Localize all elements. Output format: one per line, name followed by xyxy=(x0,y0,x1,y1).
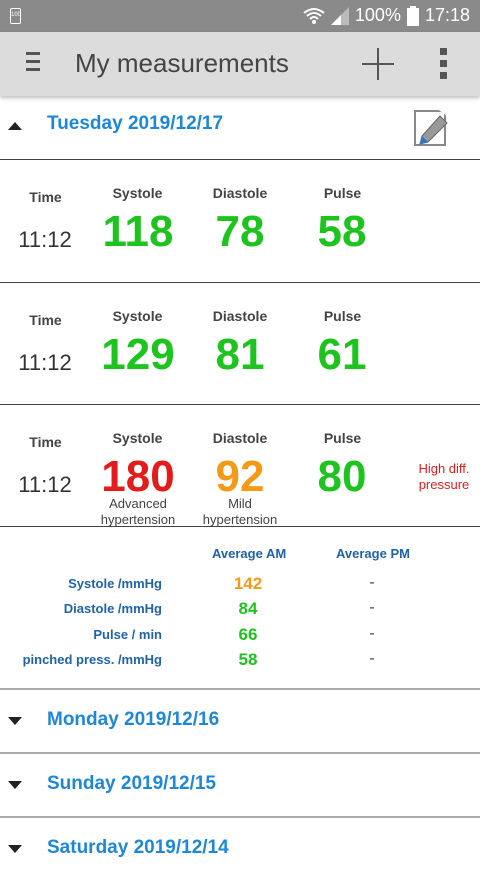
averages-table: Average AM Average PM Systole /mmHg 142 … xyxy=(0,528,480,688)
divider xyxy=(0,688,480,690)
measurement-row[interactable]: Time Systole Diastole Pulse 11:12 180 92… xyxy=(0,406,480,528)
average-row-label: Systole /mmHg xyxy=(68,576,162,591)
day-header-collapsed[interactable]: Monday 2019/12/16 xyxy=(0,689,480,751)
diastole-value: 78 xyxy=(215,207,265,256)
average-row-label: Diastole /mmHg xyxy=(63,601,162,616)
status-time: 17:18 xyxy=(424,5,470,25)
wifi-icon xyxy=(303,7,325,24)
expand-chevron-icon[interactable] xyxy=(8,717,22,725)
average-am-header: Average AM xyxy=(212,546,287,561)
average-am-value: 142 xyxy=(233,574,263,593)
app-bar: My measurements xyxy=(0,32,480,96)
time-value: 11:12 xyxy=(18,227,72,252)
measurement-row[interactable]: Time Systole Diastole Pulse 11:12 129 81… xyxy=(0,284,480,406)
day-label: Sunday 2019/12/15 xyxy=(47,773,216,794)
systole-classification: Advanced hypertension xyxy=(100,496,176,527)
time-label: Time xyxy=(29,434,62,450)
diastole-classification: Mild hypertension xyxy=(202,496,278,527)
page-title: My measurements xyxy=(75,48,289,78)
day-label: Saturday 2019/12/14 xyxy=(47,837,229,858)
average-pm-header: Average PM xyxy=(336,546,410,561)
more-options-icon[interactable] xyxy=(440,48,448,82)
pulse-value: 80 xyxy=(317,452,367,501)
divider xyxy=(0,752,480,754)
day-header-collapsed[interactable]: Saturday 2019/12/14 xyxy=(0,817,480,879)
diastole-value: 92 xyxy=(215,452,265,501)
systole-value: 118 xyxy=(102,207,174,256)
edit-icon[interactable] xyxy=(414,108,450,146)
diastole-label: Diastole xyxy=(212,185,268,201)
systole-label: Systole xyxy=(112,185,163,201)
divider xyxy=(0,526,480,527)
battery-small-icon: 100 xyxy=(10,8,21,24)
divider xyxy=(0,159,480,160)
signal-icon xyxy=(330,6,349,25)
average-pm-value: - xyxy=(369,574,375,591)
add-measurement-button[interactable] xyxy=(360,46,396,82)
expand-chevron-icon[interactable] xyxy=(8,845,22,853)
warning-note: High diff. pressure xyxy=(418,461,470,492)
day-header-collapsed[interactable]: Sunday 2019/12/15 xyxy=(0,753,480,815)
pulse-label: Pulse xyxy=(323,308,362,324)
diastole-value: 81 xyxy=(215,330,265,379)
collapse-chevron-icon[interactable] xyxy=(8,122,22,130)
average-pm-value: - xyxy=(369,599,375,616)
pulse-label: Pulse xyxy=(323,185,362,201)
day-header-expanded[interactable]: Tuesday 2019/12/17 xyxy=(0,96,480,158)
average-am-value: 58 xyxy=(238,650,258,669)
divider xyxy=(0,816,480,818)
time-label: Time xyxy=(29,189,62,205)
pulse-value: 61 xyxy=(317,330,367,379)
battery-percent: 100% xyxy=(354,5,401,25)
measurement-row[interactable]: Time Systole Diastole Pulse 11:12 118 78… xyxy=(0,161,480,283)
battery-icon xyxy=(406,5,419,26)
average-am-value: 84 xyxy=(238,599,258,618)
day-label: Tuesday 2019/12/17 xyxy=(47,113,224,134)
day-label: Monday 2019/12/16 xyxy=(47,709,220,730)
average-pm-value: - xyxy=(369,650,375,667)
time-label: Time xyxy=(29,312,62,328)
systole-label: Systole xyxy=(112,430,163,446)
status-bar: 100 100% 17:18 xyxy=(0,0,480,32)
time-value: 11:12 xyxy=(18,472,72,497)
systole-value: 129 xyxy=(101,330,175,379)
pulse-label: Pulse xyxy=(323,430,362,446)
pulse-value: 58 xyxy=(317,207,367,256)
systole-label: Systole xyxy=(112,308,163,324)
divider xyxy=(0,282,480,283)
systole-value: 180 xyxy=(101,452,175,501)
time-value: 11:12 xyxy=(18,350,72,375)
average-pm-value: - xyxy=(369,625,375,642)
average-row-label: Pulse / min xyxy=(93,627,162,642)
menu-icon[interactable] xyxy=(26,52,40,76)
average-am-value: 66 xyxy=(238,625,258,644)
diastole-label: Diastole xyxy=(212,308,268,324)
divider xyxy=(0,404,480,405)
expand-chevron-icon[interactable] xyxy=(8,781,22,789)
diastole-label: Diastole xyxy=(212,430,268,446)
average-row-label: pinched press. /mmHg xyxy=(22,652,162,667)
